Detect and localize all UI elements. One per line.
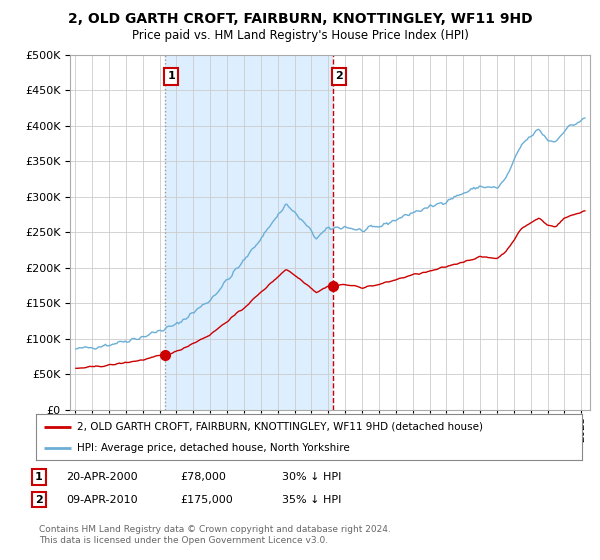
Text: 2, OLD GARTH CROFT, FAIRBURN, KNOTTINGLEY, WF11 9HD (detached house): 2, OLD GARTH CROFT, FAIRBURN, KNOTTINGLE… (77, 422, 483, 432)
Text: 1: 1 (35, 472, 43, 482)
Bar (164, 55, 333, 410)
Text: £78,000: £78,000 (180, 472, 226, 482)
Text: 30% ↓ HPI: 30% ↓ HPI (282, 472, 341, 482)
Text: 35% ↓ HPI: 35% ↓ HPI (282, 494, 341, 505)
Text: 1: 1 (167, 71, 175, 81)
Text: Price paid vs. HM Land Registry's House Price Index (HPI): Price paid vs. HM Land Registry's House … (131, 29, 469, 42)
Text: 2, OLD GARTH CROFT, FAIRBURN, KNOTTINGLEY, WF11 9HD: 2, OLD GARTH CROFT, FAIRBURN, KNOTTINGLE… (68, 12, 532, 26)
Text: £175,000: £175,000 (180, 494, 233, 505)
Text: 2: 2 (335, 71, 343, 81)
Text: HPI: Average price, detached house, North Yorkshire: HPI: Average price, detached house, Nort… (77, 443, 350, 453)
Text: 09-APR-2010: 09-APR-2010 (66, 494, 137, 505)
Text: 20-APR-2000: 20-APR-2000 (66, 472, 137, 482)
Text: Contains HM Land Registry data © Crown copyright and database right 2024.
This d: Contains HM Land Registry data © Crown c… (39, 525, 391, 545)
Text: 2: 2 (35, 494, 43, 505)
